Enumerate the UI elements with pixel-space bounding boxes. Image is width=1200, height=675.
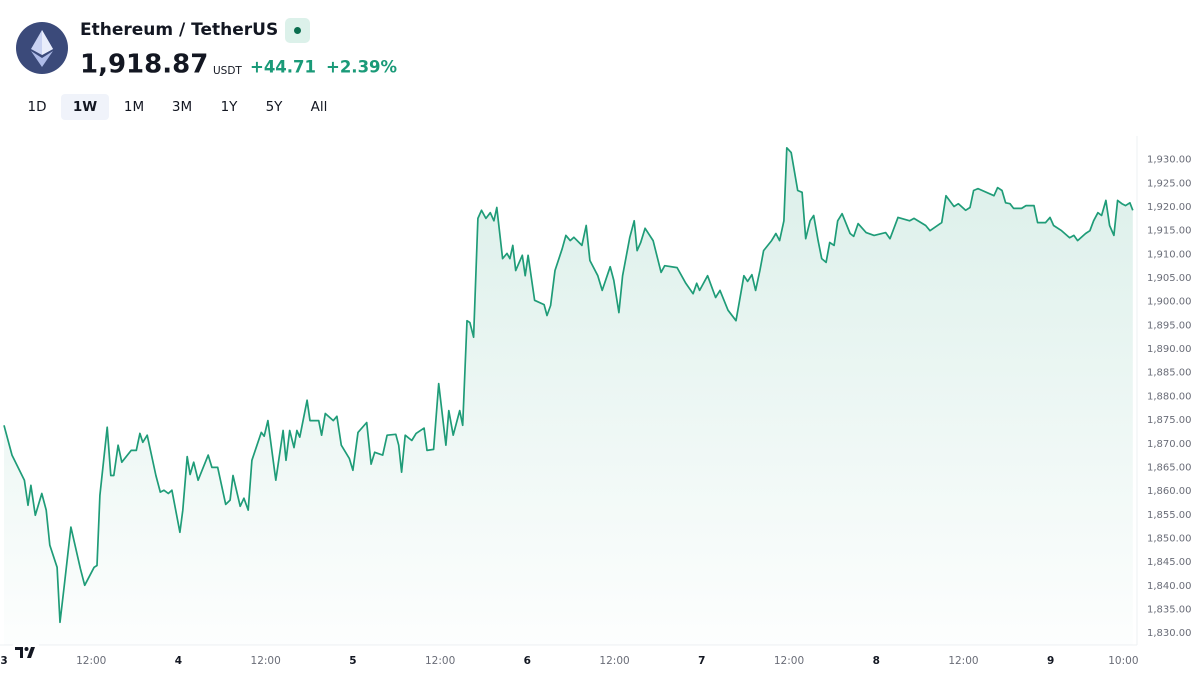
x-tick-label: 3 [0,655,7,667]
x-tick-label: 12:00 [76,655,106,667]
y-tick-label: 1,910.00 [1147,249,1192,260]
range-button[interactable]: All [311,99,328,115]
x-tick-label: 4 [175,655,182,667]
currency: USDT [213,65,242,77]
y-tick-label: 1,900.00 [1147,297,1192,308]
x-tick-label: 8 [873,655,880,667]
range-button-bg[interactable] [61,94,109,120]
range-button[interactable]: 1M [124,99,144,115]
x-tick-label: 12:00 [251,655,281,667]
y-tick-label: 1,830.00 [1147,628,1192,639]
y-tick-label: 1,930.00 [1147,155,1192,166]
symbol: Ethereum / TetherUS [80,20,278,40]
y-tick-label: 1,850.00 [1147,533,1192,544]
y-tick-label: 1,840.00 [1147,581,1192,592]
range-button[interactable]: 3M [172,99,192,115]
y-tick-label: 1,905.00 [1147,273,1192,284]
range-button[interactable]: 1D [28,99,47,115]
x-tick-label: 12:00 [774,655,804,667]
y-tick-label: 1,865.00 [1147,462,1192,473]
y-tick-label: 1,885.00 [1147,368,1192,379]
x-tick-label: 9 [1047,655,1054,667]
range-button[interactable]: 1Y [221,99,239,115]
change-percent: +2.39% [326,58,398,77]
y-tick-label: 1,925.00 [1147,178,1192,189]
y-tick-label: 1,880.00 [1147,391,1192,402]
x-tick-label: 6 [524,655,531,667]
x-tick-label: 12:00 [425,655,455,667]
y-tick-label: 1,920.00 [1147,202,1192,213]
y-tick-label: 1,835.00 [1147,604,1192,615]
y-tick-label: 1,915.00 [1147,226,1192,237]
x-tick-label: 12:00 [599,655,629,667]
status-dot [294,27,301,34]
y-tick-label: 1,860.00 [1147,486,1192,497]
x-tick-label: 7 [698,655,705,667]
y-tick-label: 1,875.00 [1147,415,1192,426]
range-button[interactable]: 1W [73,99,97,115]
price-line [3,146,1134,624]
y-tick-label: 1,895.00 [1147,320,1192,331]
price: 1,918.87 [80,50,208,80]
x-tick-label: 12:00 [948,655,978,667]
eth-logo [16,22,68,74]
y-tick-label: 1,845.00 [1147,557,1192,568]
y-tick-label: 1,890.00 [1147,344,1192,355]
range-button[interactable]: 5Y [266,99,284,115]
area [4,147,1133,646]
tv-logo [13,641,39,663]
y-tick-label: 1,855.00 [1147,510,1192,521]
y-tick-label: 1,870.00 [1147,439,1192,450]
change: +44.71 [250,58,316,77]
x-tick-label: 10:00 [1108,655,1138,667]
x-tick-label: 5 [349,655,356,667]
